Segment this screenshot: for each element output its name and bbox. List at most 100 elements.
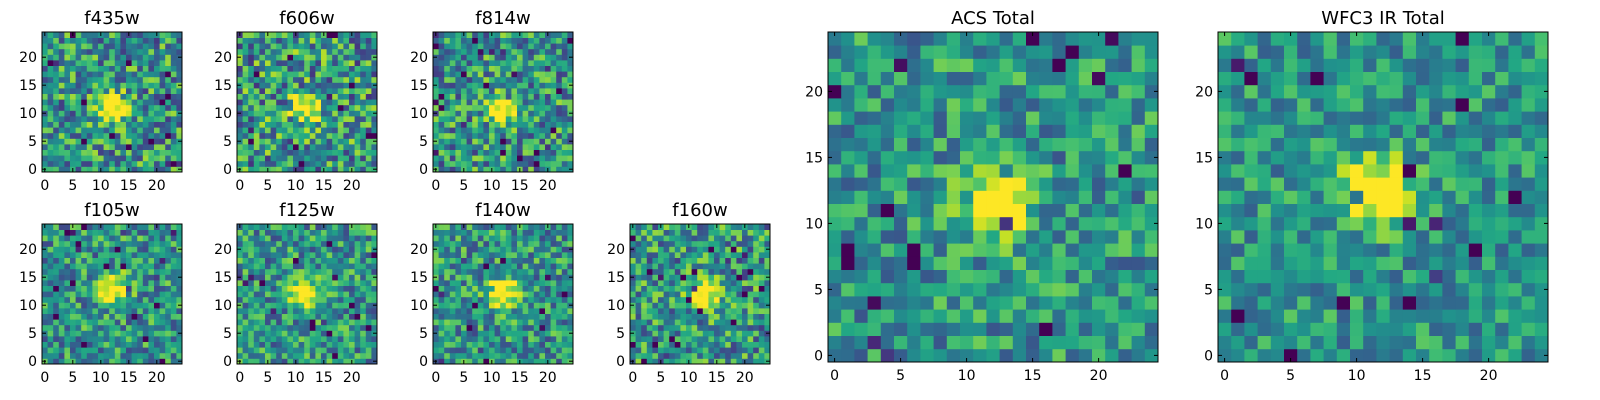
- pixel: [337, 285, 344, 292]
- pixel: [237, 308, 243, 314]
- pixel: [265, 155, 271, 162]
- pixel: [511, 257, 518, 264]
- pixel: [505, 166, 512, 173]
- pixel: [349, 110, 355, 117]
- pixel: [259, 149, 266, 156]
- pixel: [287, 291, 294, 298]
- pixel: [265, 127, 271, 134]
- pixel: [332, 99, 339, 106]
- pixel: [539, 280, 546, 286]
- pixel: [550, 268, 557, 275]
- pixel: [131, 246, 138, 253]
- pixel: [658, 347, 664, 354]
- pixel: [86, 296, 93, 303]
- pixel: [365, 336, 372, 342]
- pixel: [438, 32, 445, 38]
- pixel: [349, 319, 355, 326]
- pixel: [165, 32, 172, 38]
- pixel: [742, 257, 748, 264]
- pixel: [248, 224, 255, 230]
- pixel: [126, 296, 132, 303]
- pixel: [461, 280, 467, 286]
- pixel: [433, 257, 439, 264]
- pixel: [1078, 256, 1093, 270]
- pixel: [466, 274, 473, 281]
- pixel: [337, 99, 344, 106]
- pixel: [444, 144, 451, 150]
- pixel: [545, 235, 551, 242]
- pixel: [674, 358, 681, 365]
- pixel: [170, 160, 177, 167]
- pixel: [867, 282, 882, 297]
- pixel: [764, 291, 771, 298]
- pixel: [691, 274, 698, 281]
- pixel: [1026, 335, 1040, 350]
- pixel: [533, 155, 540, 162]
- pixel: [142, 138, 149, 145]
- pixel: [154, 65, 160, 72]
- pixel: [276, 224, 283, 230]
- pixel: [354, 274, 361, 281]
- pixel: [137, 336, 144, 342]
- pixel: [630, 240, 636, 247]
- pixel: [1052, 322, 1066, 336]
- pixel: [321, 341, 327, 348]
- pixel: [736, 257, 743, 264]
- pixel: [522, 160, 529, 167]
- pixel: [517, 347, 523, 354]
- pixel: [354, 88, 361, 94]
- pixel: [365, 60, 372, 66]
- pixel: [281, 224, 288, 230]
- pixel: [176, 263, 183, 270]
- pixel: [1105, 256, 1119, 270]
- pixel: [444, 88, 451, 94]
- pixel: [58, 132, 65, 139]
- pixel: [47, 313, 54, 320]
- pixel: [652, 235, 659, 242]
- pixel: [142, 60, 149, 66]
- pixel: [58, 48, 65, 55]
- pixel: [265, 60, 271, 66]
- pixel: [680, 347, 687, 354]
- pixel: [730, 296, 737, 303]
- pixel: [148, 224, 155, 230]
- pixel: [248, 104, 255, 111]
- pixel: [1078, 164, 1093, 178]
- pixel: [253, 116, 260, 122]
- pixel: [758, 280, 765, 286]
- pixel: [137, 60, 144, 66]
- pixel: [281, 285, 288, 292]
- pixel: [332, 82, 339, 89]
- pixel: [680, 330, 687, 337]
- pixel: [725, 358, 732, 365]
- pixel: [489, 252, 495, 258]
- pixel: [332, 149, 339, 156]
- pixel: [64, 313, 71, 320]
- pixel: [444, 65, 451, 72]
- pixel: [702, 252, 709, 258]
- pixel: [1052, 203, 1066, 218]
- pixel: [142, 280, 149, 286]
- pixel: [343, 149, 350, 156]
- pixel: [730, 224, 737, 230]
- pixel: [120, 347, 127, 354]
- pixel: [170, 116, 177, 122]
- pixel: [472, 246, 479, 253]
- pixel: [64, 285, 71, 292]
- pixel: [98, 296, 104, 303]
- pixel: [326, 144, 333, 150]
- pixel: [360, 144, 367, 150]
- pixel: [58, 235, 65, 242]
- pixel: [714, 352, 720, 359]
- pixel: [276, 291, 283, 298]
- pixel: [1105, 230, 1119, 244]
- pixel: [841, 282, 855, 297]
- pixel: [142, 263, 149, 270]
- pixel: [237, 252, 243, 258]
- pixel: [315, 121, 322, 128]
- pixel: [343, 37, 350, 44]
- pixel: [109, 48, 116, 55]
- pixel: [109, 229, 116, 236]
- pixel: [500, 65, 507, 72]
